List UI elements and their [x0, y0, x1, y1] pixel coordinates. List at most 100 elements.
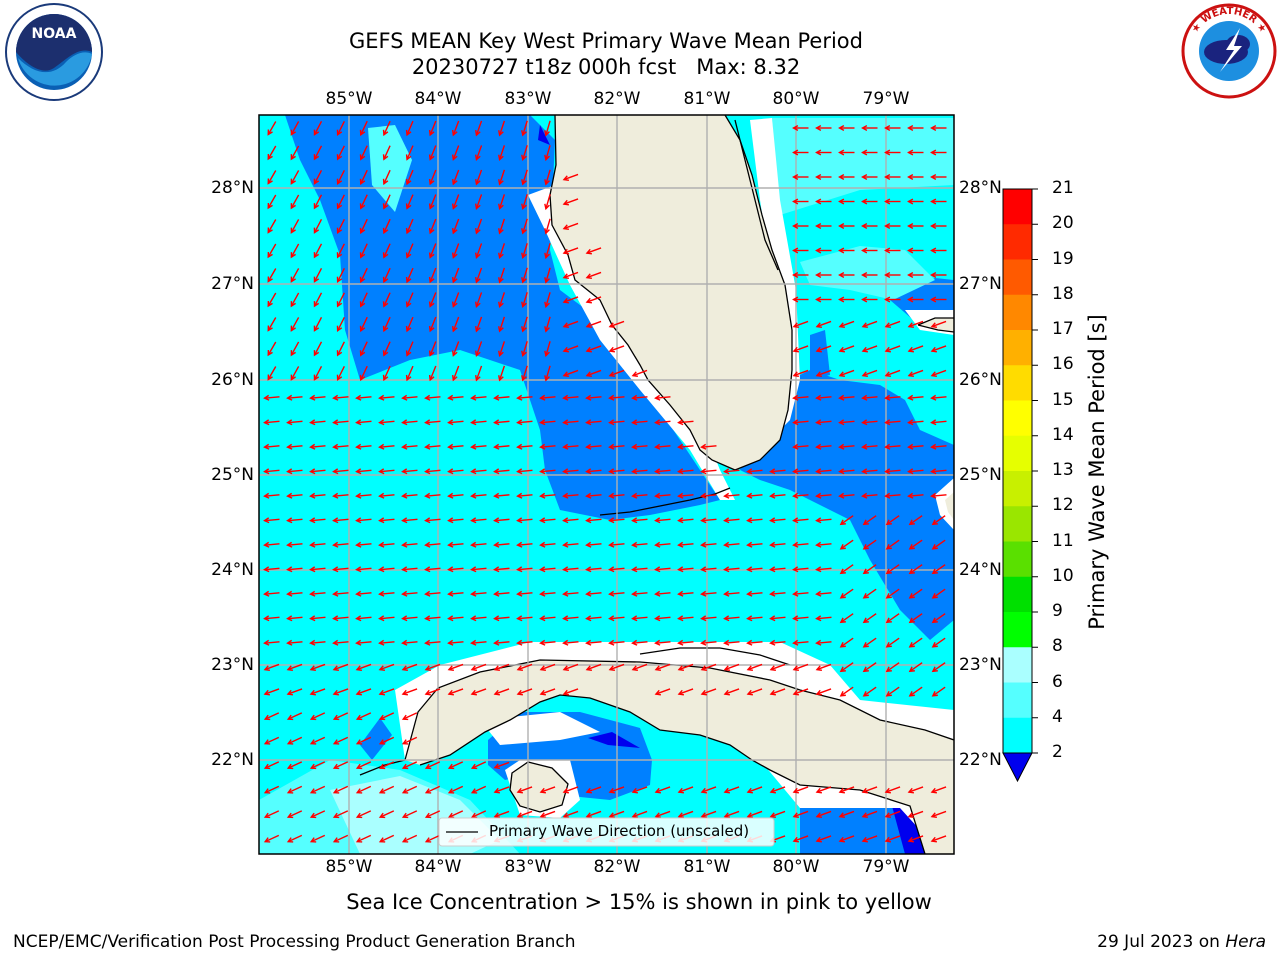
wave-arrow: [494, 469, 510, 473]
wave-arrow-head: [631, 394, 638, 401]
wave-arrow-head: [723, 689, 731, 696]
wave-arrow-head: [263, 419, 270, 426]
wave-arrow-head: [908, 544, 915, 550]
wave-arrow: [678, 543, 694, 546]
wave-arrow: [313, 145, 323, 160]
wave-arrow: [770, 469, 786, 473]
wave-arrow: [863, 588, 877, 599]
wave-arrow: [402, 567, 418, 571]
wave-arrow-head: [930, 173, 937, 181]
wave-arrow-head: [815, 468, 822, 475]
wave-arrow: [406, 120, 414, 136]
wave-arrow-head: [378, 689, 386, 696]
wave-arrow-head: [884, 346, 892, 353]
wave-arrow-head: [424, 615, 431, 622]
wave-arrow-head: [562, 566, 569, 573]
wave-arrow: [337, 145, 345, 160]
wave-arrow: [724, 786, 740, 793]
wave-arrow: [816, 420, 832, 424]
wave-arrow-head: [562, 492, 569, 499]
wave-arrow: [701, 445, 717, 448]
wave-arrow-head: [332, 837, 340, 843]
wave-arrow-head: [907, 124, 914, 132]
wave-arrow-head: [355, 837, 363, 843]
wave-arrow-head: [631, 517, 638, 524]
wave-arrow: [863, 662, 877, 672]
wave-arrow-head: [838, 198, 845, 205]
wave-arrow: [452, 292, 460, 307]
wave-arrow-head: [838, 812, 846, 819]
wave-arrow: [287, 810, 303, 818]
wave-arrow: [517, 543, 533, 546]
wave-arrow: [862, 494, 878, 497]
wave-arrow-head: [746, 615, 753, 622]
wave-arrow-head: [451, 325, 458, 333]
colorbar-tick-label: 14: [1052, 424, 1074, 445]
wave-arrow-head: [493, 665, 501, 672]
wave-arrow: [267, 366, 277, 380]
wave-arrow: [313, 243, 323, 258]
wave-arrow-head: [544, 350, 550, 358]
colorbar-bin: [1003, 717, 1032, 754]
wave-arrow-head: [493, 566, 500, 573]
wave-arrow-head: [263, 615, 270, 622]
wave-arrow: [678, 469, 694, 473]
wave-arrow: [264, 518, 280, 522]
wave-arrow: [333, 567, 349, 571]
wave-arrow: [287, 543, 303, 546]
wave-arrow: [862, 345, 878, 352]
wave-arrow-head: [700, 812, 708, 819]
wave-arrow-head: [359, 325, 366, 333]
wave-arrow-head: [401, 788, 409, 794]
wave-arrow: [839, 494, 855, 497]
wave-arrow: [724, 663, 740, 671]
wave-arrow-head: [475, 375, 481, 382]
wave-arrow-head: [493, 812, 501, 819]
wave-arrow-head: [792, 198, 799, 205]
wave-arrow-head: [723, 787, 731, 794]
wave-arrow: [540, 592, 556, 595]
wave-arrow-head: [309, 615, 316, 622]
wave-arrow-head: [401, 492, 408, 499]
wave-arrow-head: [309, 739, 317, 745]
wave-arrow-head: [336, 227, 343, 235]
wave-arrow: [383, 120, 391, 136]
wave-arrow: [909, 515, 923, 525]
wave-arrow-head: [382, 227, 389, 235]
wave-arrow: [563, 469, 579, 473]
wave-arrow: [337, 365, 345, 381]
wave-arrow: [885, 320, 901, 328]
colorbar-tick-label: 21: [1052, 178, 1074, 198]
wave-arrow-head: [493, 615, 500, 622]
wave-arrow: [290, 341, 300, 356]
wave-arrow: [908, 445, 924, 448]
wave-arrow: [632, 469, 648, 473]
wave-arrow: [333, 469, 349, 473]
wave-arrow: [793, 810, 809, 818]
wave-arrow: [655, 592, 671, 595]
wave-arrow: [425, 420, 441, 424]
wave-arrow: [678, 420, 694, 424]
wave-arrow-head: [378, 665, 386, 672]
wave-arrow-head: [884, 394, 891, 401]
wave-arrow-head: [884, 247, 891, 254]
wave-arrow-head: [355, 419, 362, 426]
wave-arrow-head: [378, 468, 385, 475]
wave-arrow: [360, 267, 368, 283]
wave-arrow-head: [309, 443, 316, 450]
wave-arrow-head: [792, 394, 799, 401]
wave-arrow-head: [562, 665, 570, 672]
wave-arrow-head: [862, 544, 869, 550]
wave-arrow: [563, 688, 579, 695]
ocean-2-4s-bay-region: [810, 330, 830, 380]
wave-arrow: [932, 564, 946, 574]
wave-arrow-head: [585, 665, 593, 672]
wave-arrow-head: [424, 394, 431, 401]
wave-arrow-head: [424, 590, 431, 597]
wave-arrow-head: [839, 519, 846, 526]
wave-arrow: [425, 663, 441, 671]
wave-arrow-head: [378, 763, 386, 770]
wave-arrow: [471, 543, 487, 546]
colorbar-tick-label: 19: [1052, 248, 1074, 269]
wave-arrow-head: [332, 665, 340, 672]
